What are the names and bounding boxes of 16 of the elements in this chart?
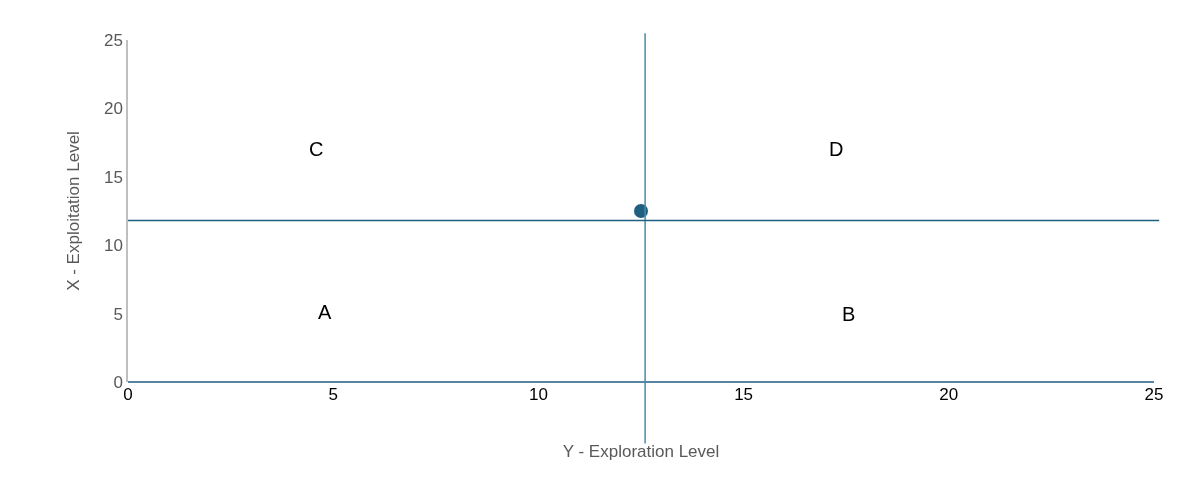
y-tick-label: 20 bbox=[103, 99, 123, 119]
x-tick-label: 15 bbox=[734, 385, 754, 404]
y-tick-label: 10 bbox=[103, 236, 123, 256]
annotation: C bbox=[309, 138, 324, 160]
x-tick-label: 20 bbox=[939, 385, 959, 404]
x-tick-label: 10 bbox=[528, 385, 548, 404]
y-tick-label: 5 bbox=[113, 304, 123, 324]
x-axis-title: Y - Exploration Level bbox=[562, 442, 720, 462]
annotation: A bbox=[318, 301, 332, 323]
annotation: B bbox=[842, 303, 856, 325]
x-tick-label: 5 bbox=[328, 385, 338, 404]
y-tick-label: 15 bbox=[103, 167, 123, 187]
y-tick-label: 25 bbox=[103, 30, 123, 50]
annotation: D bbox=[829, 138, 844, 160]
y-axis-title: X - Exploitation Level bbox=[63, 131, 83, 291]
x-tick-label: 25 bbox=[1144, 385, 1164, 404]
